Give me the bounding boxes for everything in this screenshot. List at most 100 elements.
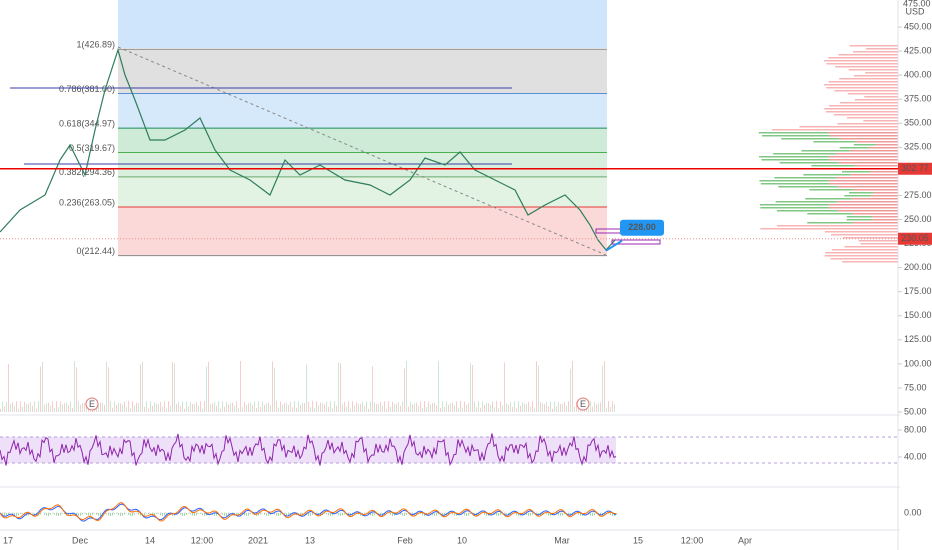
macd-histogram — [14, 513, 15, 516]
volume-bar — [606, 408, 607, 412]
volume-bar — [302, 402, 303, 412]
macd-histogram — [560, 513, 561, 516]
volume-bar — [190, 402, 191, 412]
macd-histogram — [558, 513, 559, 516]
volume-bar — [378, 403, 379, 412]
volume-bar — [372, 366, 373, 412]
volume-profile-bar — [846, 219, 873, 221]
volume-profile-bar — [760, 228, 898, 230]
macd-tick-label: 0.00 — [904, 507, 922, 517]
macd-histogram — [302, 513, 303, 515]
volume-bar — [402, 401, 403, 412]
macd-histogram — [130, 513, 131, 516]
macd-histogram — [62, 513, 63, 514]
currency-label: USD — [905, 6, 925, 16]
macd-histogram — [504, 513, 505, 515]
volume-bar — [248, 403, 249, 412]
volume-profile-bar — [839, 78, 898, 80]
volume-bar — [150, 401, 151, 412]
price-tag — [898, 232, 932, 245]
volume-bar — [254, 401, 255, 412]
volume-profile-bar — [858, 240, 898, 242]
macd-histogram — [400, 513, 401, 515]
volume-bar — [610, 406, 611, 412]
volume-bar — [172, 362, 173, 412]
volume-bar — [376, 403, 377, 412]
volume-bar — [230, 403, 231, 412]
volume-bar — [546, 401, 547, 412]
macd-histogram — [56, 513, 57, 516]
macd-histogram — [182, 513, 183, 516]
macd-histogram — [224, 513, 225, 516]
volume-bar — [4, 406, 5, 412]
macd-histogram — [384, 513, 385, 516]
volume-bar — [394, 404, 395, 412]
time-axis-label: 17 — [3, 535, 13, 545]
macd-histogram — [342, 513, 343, 516]
volume-bar — [500, 401, 501, 412]
volume-bar — [388, 401, 389, 412]
volume-bar — [416, 402, 417, 412]
callout-box — [620, 219, 664, 236]
earnings-marker — [85, 397, 99, 411]
volume-bar — [54, 408, 55, 412]
volume-profile-bar — [871, 195, 898, 197]
volume-profile-bar — [875, 144, 898, 146]
volume-bar — [284, 402, 285, 412]
volume-profile-bar — [760, 183, 830, 185]
volume-bar — [218, 401, 219, 412]
volume-bar — [592, 406, 593, 412]
volume-bar — [62, 404, 63, 412]
volume-bar — [120, 403, 121, 412]
volume-bar — [200, 401, 201, 412]
macd-histogram — [424, 513, 425, 516]
volume-profile-bar — [837, 210, 898, 212]
volume-bar — [510, 401, 511, 412]
macd-histogram — [506, 513, 507, 516]
macd-histogram — [258, 513, 259, 516]
volume-bar — [180, 406, 181, 412]
time-axis-label: 14 — [145, 535, 155, 545]
macd-histogram — [156, 513, 157, 514]
macd-histogram — [528, 513, 529, 516]
price-tick-label: 400.00 — [904, 70, 932, 80]
volume-bar — [518, 401, 519, 412]
macd-histogram — [226, 513, 227, 516]
volume-bar — [550, 401, 551, 412]
volume-bar — [100, 402, 101, 412]
macd-histogram — [134, 513, 135, 515]
volume-bar — [536, 361, 537, 412]
volume-bar — [166, 408, 167, 412]
volume-profile-bar — [873, 192, 898, 194]
macd-histogram — [454, 513, 455, 516]
volume-bar — [28, 403, 29, 412]
volume-bar — [496, 401, 497, 412]
volume-bar — [170, 406, 171, 412]
macd-histogram — [374, 513, 375, 516]
volume-bar — [102, 402, 103, 412]
macd-histogram — [608, 513, 609, 514]
volume-bar — [526, 404, 527, 412]
volume-bar — [490, 404, 491, 412]
volume-bar — [326, 401, 327, 412]
volume-bar — [278, 407, 279, 412]
volume-bar — [406, 361, 407, 412]
macd-histogram — [228, 513, 229, 515]
volume-bar — [42, 361, 43, 412]
volume-bar — [114, 401, 115, 412]
price-tick-label: 125.00 — [904, 334, 932, 344]
volume-bar — [158, 404, 159, 412]
price-tick-label: 175.00 — [904, 286, 932, 296]
price-tick-label: 200.00 — [904, 262, 932, 272]
volume-bar — [56, 401, 57, 412]
macd-histogram — [530, 513, 531, 516]
macd-histogram — [564, 513, 565, 515]
trend-line — [117, 46, 607, 256]
macd-histogram — [108, 513, 109, 516]
time-axis-label: Feb — [397, 535, 413, 545]
volume-bar — [440, 408, 441, 412]
macd-histogram — [206, 513, 207, 516]
volume-bar — [382, 406, 383, 412]
macd-histogram — [264, 513, 265, 515]
volume-profile-bar — [825, 252, 898, 254]
